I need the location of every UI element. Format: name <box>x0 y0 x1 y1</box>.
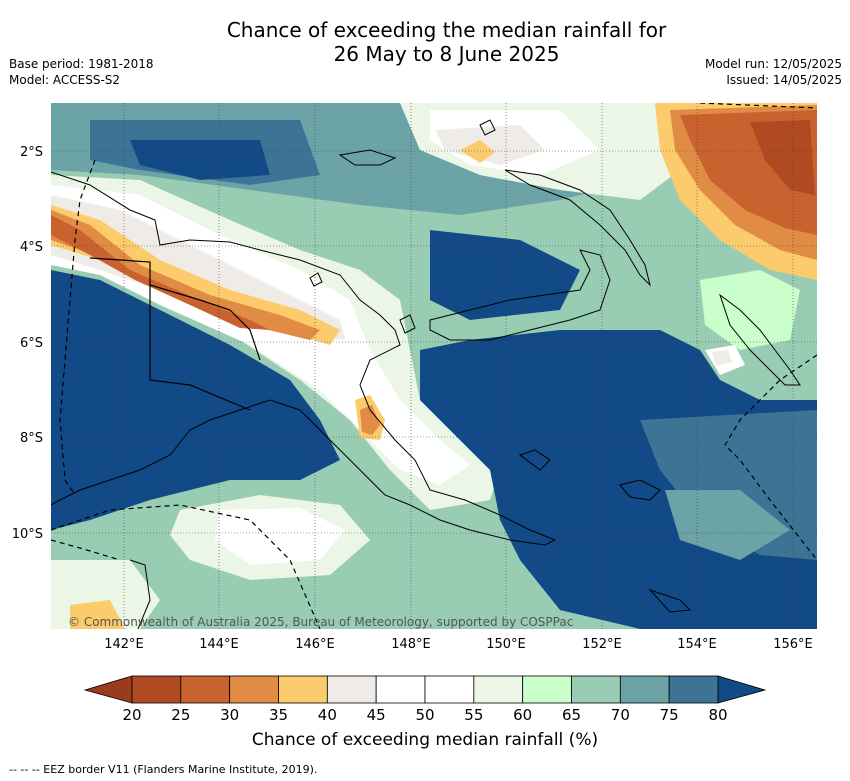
colorbar-cell <box>229 675 279 704</box>
colorbar-tick-label: 20 <box>122 706 141 724</box>
copyright-text: © Commonwealth of Australia 2025, Bureau… <box>68 615 573 629</box>
colorbar-cell <box>668 675 719 704</box>
colorbar-tick-label: 75 <box>660 706 679 724</box>
colorbar-tick-label: 40 <box>318 706 337 724</box>
lon-label: 156°E <box>773 637 813 652</box>
colorbar-cell <box>326 675 377 704</box>
colorbar-tick-label: 65 <box>562 706 581 724</box>
model-name: Model: ACCESS-S2 <box>9 73 121 87</box>
lon-label: 148°E <box>391 637 431 652</box>
colorbar-tick-label: 50 <box>415 706 434 724</box>
colorbar-tick-label: 35 <box>269 706 288 724</box>
colorbar-high-extend <box>717 675 767 704</box>
colorbar-cell <box>375 675 426 704</box>
model-run: Model run: 12/05/2025 <box>704 57 842 71</box>
lat-label: 8°S <box>20 431 43 446</box>
colorbar-tick-label: 55 <box>464 706 483 724</box>
colorbar-cell <box>619 675 670 704</box>
title-line-1: Chance of exceeding the median rainfall … <box>226 18 667 42</box>
eez-border <box>51 103 817 629</box>
colorbar-cell <box>424 675 475 704</box>
colorbar-cell <box>473 675 524 704</box>
probability-field <box>51 103 817 629</box>
lat-label: 6°S <box>20 336 43 351</box>
colorbar-cell <box>131 675 182 704</box>
lon-label: 142°E <box>104 637 144 652</box>
colorbar-tick-label: 30 <box>220 706 239 724</box>
colorbar-title: Chance of exceeding median rainfall (%) <box>251 730 599 750</box>
colorbar-tick-label: 60 <box>513 706 532 724</box>
lat-axis: 2°S 4°S 6°S 8°S 10°S <box>12 145 43 542</box>
meta-right: Model run: 12/05/2025 Issued: 14/05/2025 <box>705 56 842 88</box>
base-period: Base period: 1981-2018 <box>9 57 154 71</box>
issued-date: Issued: 14/05/2025 <box>726 73 842 87</box>
colorbar-tick-label: 80 <box>708 706 727 724</box>
lon-axis: 142°E 144°E 146°E 148°E 150°E 152°E 154°… <box>104 637 813 652</box>
eez-legend-note: -- -- -- EEZ border V11 (Flanders Marine… <box>9 763 318 776</box>
map-title: Chance of exceeding the median rainfall … <box>0 18 850 66</box>
lon-label: 146°E <box>295 637 335 652</box>
colorbar-cell <box>522 675 572 704</box>
graticule <box>51 103 817 629</box>
colorbar: 20 25 30 35 40 45 50 55 60 65 70 75 80 <box>83 675 767 724</box>
meta-left: Base period: 1981-2018 Model: ACCESS-S2 <box>9 56 154 88</box>
colorbar-cell <box>571 675 621 704</box>
colorbar-tick-label: 70 <box>611 706 630 724</box>
country-border <box>89 257 261 411</box>
title-line-2: 26 May to 8 June 2025 <box>333 42 560 66</box>
lon-label: 144°E <box>199 637 239 652</box>
coastlines <box>51 119 801 629</box>
colorbar-tick-label: 45 <box>367 706 386 724</box>
lon-label: 154°E <box>677 637 717 652</box>
lon-label: 152°E <box>582 637 622 652</box>
lat-label: 10°S <box>12 527 43 542</box>
lat-label: 2°S <box>20 145 43 160</box>
colorbar-tick-label: 25 <box>171 706 190 724</box>
lat-label: 4°S <box>20 240 43 255</box>
colorbar-low-extend <box>83 675 133 704</box>
colorbar-cell <box>278 675 328 704</box>
lon-label: 150°E <box>486 637 526 652</box>
colorbar-cell <box>180 675 231 704</box>
